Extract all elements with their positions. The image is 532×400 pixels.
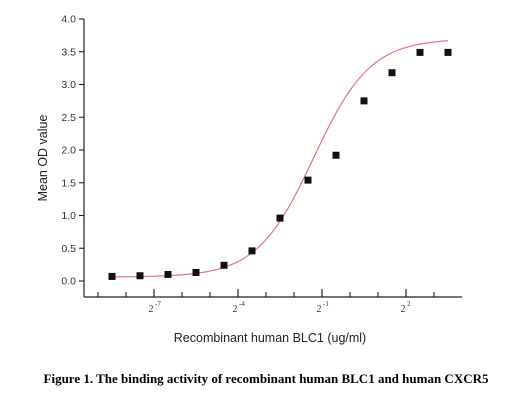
x-tick-label-exponent: 2 [407,300,411,308]
x-tick-label-exponent: -7 [155,300,161,308]
y-tick-label: 0.0 [61,276,76,288]
x-tick-label-base: 2 [317,304,322,315]
data-point-0 [108,272,116,280]
y-axis-ticks: 0.0 0.5 1.0 1.5 2.0 2.5 3.0 3.5 4.0 [61,14,84,288]
data-point-10 [388,69,396,77]
data-point-8 [332,151,340,159]
y-tick-label: 1.5 [61,177,76,189]
x-axis-ticks: 2 -7 2 -4 2 -1 2 2 [97,289,435,315]
x-tick-label-base: 2 [233,304,238,315]
x-axis-title: Recombinant human BLC1 (ug/ml) [174,331,366,345]
x-tick-label-exponent: -1 [323,300,329,308]
y-tick-label: 1.0 [61,210,76,222]
plot-area: 0.00.51.01.52.02.53.03.54.0 2 -7 2 -4 2 -1 2 2 [61,14,462,315]
y-tick-label: 4.0 [61,14,76,26]
data-point-9 [360,97,368,105]
data-point-7 [304,176,312,184]
y-tick-label: 3.0 [61,79,76,91]
data-point-12 [444,48,452,56]
data-point-1 [136,272,144,280]
figure-caption: Figure 1. The binding activity of recomb… [44,371,489,386]
data-points [108,48,452,280]
y-axis-title: Mean OD value [36,115,50,202]
x-tick-label-base: 2 [149,304,154,315]
y-tick-label: 3.5 [61,46,76,58]
x-tick-label-exponent: -4 [239,300,245,308]
y-tick-label: 2.5 [61,112,76,124]
data-point-2 [164,270,172,278]
y-tick-label: 0.5 [61,243,76,255]
data-point-5 [248,247,256,255]
x-tick-label-base: 2 [401,304,406,315]
data-point-3 [192,268,200,276]
data-point-4 [220,261,228,269]
data-point-11 [416,48,424,56]
data-point-6 [276,214,284,222]
y-tick-label: 2.0 [61,145,76,157]
fit-curve [111,40,449,278]
